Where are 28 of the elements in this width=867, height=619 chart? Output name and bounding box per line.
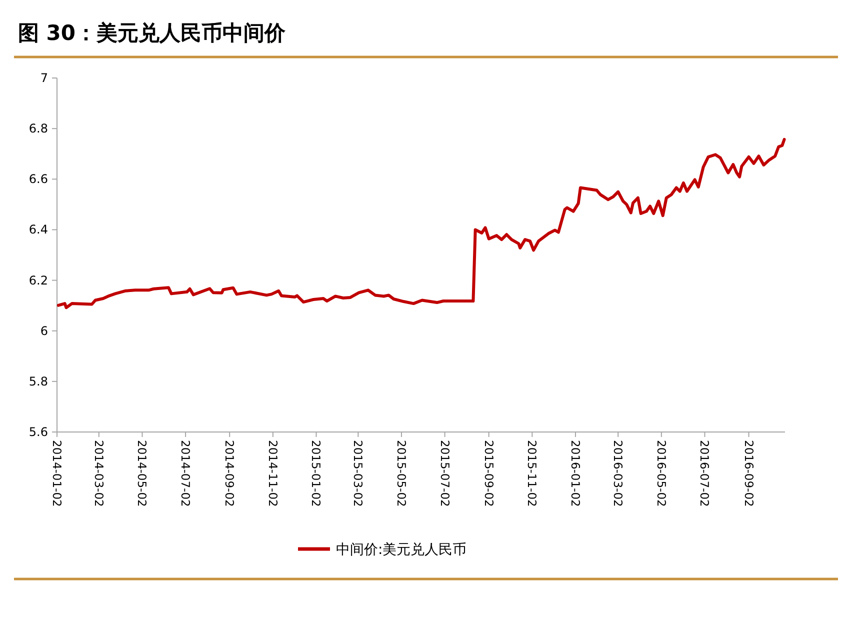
y-tick-label: 6.4 (28, 222, 48, 237)
legend-label: 中间价:美元兑人民币 (336, 542, 467, 558)
x-tick-label: 2015-07-02 (438, 440, 452, 507)
x-tick-label: 2016-09-02 (742, 440, 756, 507)
x-tick-label: 2014-03-02 (92, 440, 106, 507)
x-tick-label: 2014-07-02 (178, 440, 193, 507)
y-tick-label: 7 (40, 71, 48, 85)
y-tick-label: 5.6 (28, 425, 48, 439)
y-tick-label: 6.8 (28, 122, 48, 136)
y-tick-label: 6.6 (28, 172, 48, 186)
x-tick-label: 2015-09-02 (482, 440, 496, 507)
y-tick-label: 6 (40, 324, 48, 338)
x-tick-label: 2015-05-02 (394, 440, 408, 507)
y-tick-label: 5.8 (28, 374, 48, 388)
x-tick-label: 2014-09-02 (222, 440, 237, 507)
x-tick-label: 2015-11-02 (525, 440, 540, 507)
x-tick-label: 2016-01-02 (568, 440, 582, 507)
x-tick-label: 2014-05-02 (135, 440, 150, 507)
line-series (56, 138, 786, 310)
x-tick-label: 2015-01-02 (309, 440, 324, 507)
x-tick-label: 2014-01-02 (50, 440, 64, 507)
chart-title: 图 30：美元兑人民币中间价 (18, 21, 287, 45)
x-tick-label: 2016-05-02 (654, 440, 668, 507)
x-tick-label: 2016-03-02 (611, 440, 626, 507)
y-tick-label: 6.2 (28, 273, 48, 288)
x-tick-label: 2015-03-02 (351, 440, 366, 507)
x-tick-label: 2016-07-02 (698, 440, 712, 507)
x-tick-label: 2014-11-02 (266, 440, 280, 507)
